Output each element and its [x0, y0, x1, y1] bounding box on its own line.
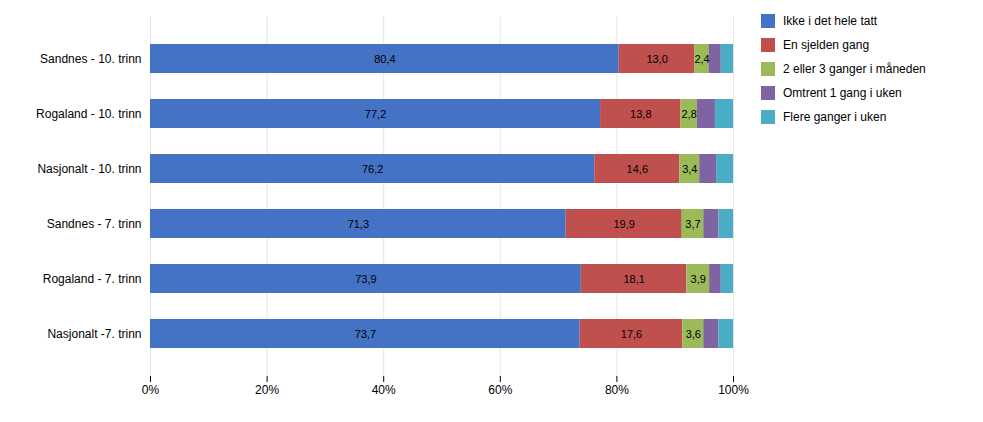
svg-text:Rogaland - 10. trinn: Rogaland - 10. trinn: [36, 107, 141, 121]
svg-text:77,2: 77,2: [365, 108, 386, 120]
svg-text:0%: 0%: [142, 383, 160, 397]
svg-text:73,9: 73,9: [355, 273, 376, 285]
svg-text:40%: 40%: [372, 383, 396, 397]
svg-text:76,2: 76,2: [362, 163, 383, 175]
svg-text:80%: 80%: [605, 383, 629, 397]
html-text:2 eller 3 ganger i måneden: 2 eller 3 ganger i måneden: [783, 62, 926, 76]
svg-text:2,8: 2,8: [682, 108, 697, 120]
svg-text:3,4: 3,4: [682, 163, 697, 175]
svg-text:60%: 60%: [488, 383, 512, 397]
svg-text:3,9: 3,9: [691, 273, 706, 285]
svg-text:17,6: 17,6: [621, 328, 642, 340]
svg-text:2,4: 2,4: [694, 53, 709, 65]
svg-text:73,7: 73,7: [355, 328, 376, 340]
svg-text:13,8: 13,8: [630, 108, 651, 120]
svg-text:3,6: 3,6: [686, 328, 701, 340]
svg-text:80,4: 80,4: [374, 53, 395, 65]
svg-text:Nasjonalt -7. trinn: Nasjonalt -7. trinn: [47, 327, 141, 341]
html-text:Ikke i det hele tatt: Ikke i det hele tatt: [783, 14, 878, 28]
svg-text:18,1: 18,1: [623, 273, 644, 285]
svg-text:3,7: 3,7: [685, 218, 700, 230]
html-text:En sjelden gang: En sjelden gang: [783, 38, 870, 52]
html-text:Flere ganger i uken: Flere ganger i uken: [783, 110, 887, 124]
svg-text:Rogaland - 7. trinn: Rogaland - 7. trinn: [43, 272, 142, 286]
html-text:Omtrent 1 gang i uken: Omtrent 1 gang i uken: [783, 86, 902, 100]
svg-text:13,0: 13,0: [646, 53, 667, 65]
svg-text:71,3: 71,3: [348, 218, 369, 230]
svg-text:Sandnes - 7. trinn: Sandnes - 7. trinn: [47, 217, 142, 231]
svg-text:19,9: 19,9: [613, 218, 634, 230]
svg-text:Nasjonalt - 10. trinn: Nasjonalt - 10. trinn: [37, 162, 141, 176]
svg-text:100%: 100%: [718, 383, 749, 397]
svg-text:Sandnes - 10. trinn: Sandnes - 10. trinn: [40, 52, 141, 66]
svg-text:14,6: 14,6: [627, 163, 648, 175]
svg-text:20%: 20%: [255, 383, 279, 397]
